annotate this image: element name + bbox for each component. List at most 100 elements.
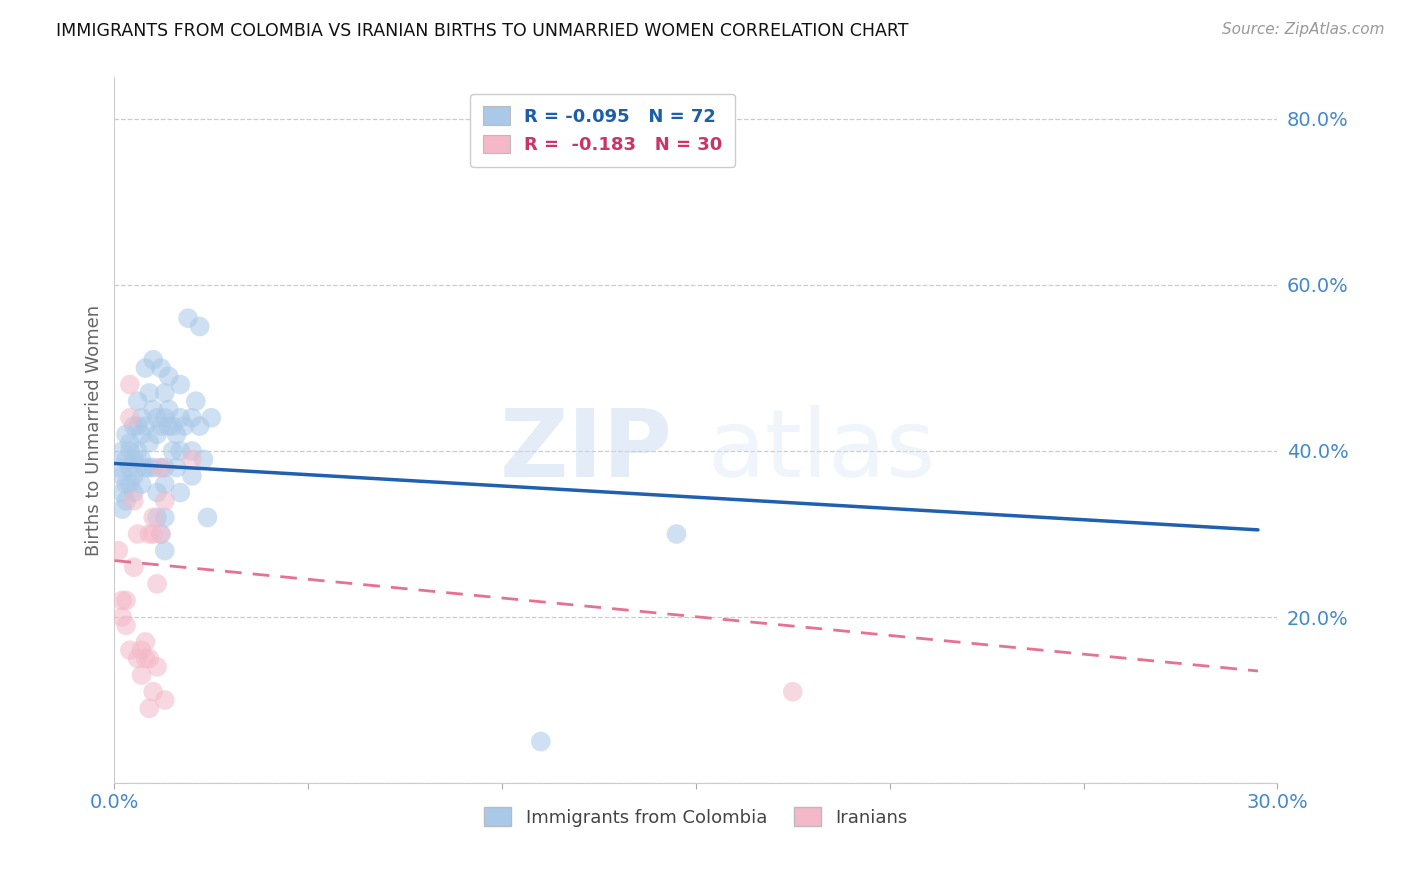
Point xyxy=(146,410,169,425)
Point xyxy=(153,477,176,491)
Point xyxy=(162,419,184,434)
Point xyxy=(153,493,176,508)
Point xyxy=(115,452,138,467)
Point xyxy=(142,402,165,417)
Point xyxy=(115,593,138,607)
Point xyxy=(149,527,172,541)
Point xyxy=(197,510,219,524)
Point xyxy=(131,643,153,657)
Point xyxy=(127,444,149,458)
Point xyxy=(177,311,200,326)
Text: atlas: atlas xyxy=(707,405,936,498)
Point xyxy=(111,610,134,624)
Point xyxy=(138,460,160,475)
Y-axis label: Births to Unmarried Women: Births to Unmarried Women xyxy=(86,305,103,556)
Point xyxy=(134,635,156,649)
Point xyxy=(118,410,141,425)
Point xyxy=(149,419,172,434)
Point xyxy=(153,460,176,475)
Point xyxy=(134,361,156,376)
Point xyxy=(181,452,204,467)
Point xyxy=(122,469,145,483)
Point xyxy=(157,402,180,417)
Point xyxy=(181,444,204,458)
Point xyxy=(127,527,149,541)
Point xyxy=(134,460,156,475)
Point xyxy=(153,410,176,425)
Point xyxy=(122,452,145,467)
Point xyxy=(138,701,160,715)
Point xyxy=(165,460,187,475)
Point xyxy=(142,684,165,698)
Point xyxy=(134,651,156,665)
Point xyxy=(122,493,145,508)
Point xyxy=(782,684,804,698)
Point xyxy=(127,419,149,434)
Point xyxy=(200,410,222,425)
Point xyxy=(131,427,153,442)
Point xyxy=(173,419,195,434)
Point xyxy=(149,361,172,376)
Point xyxy=(111,469,134,483)
Point xyxy=(169,410,191,425)
Point xyxy=(184,394,207,409)
Point xyxy=(665,527,688,541)
Point xyxy=(530,734,553,748)
Point xyxy=(122,485,145,500)
Point xyxy=(118,377,141,392)
Point xyxy=(193,452,215,467)
Point xyxy=(131,477,153,491)
Point xyxy=(134,419,156,434)
Point xyxy=(146,427,169,442)
Point xyxy=(149,460,172,475)
Point xyxy=(138,435,160,450)
Point xyxy=(115,427,138,442)
Point xyxy=(111,444,134,458)
Point xyxy=(111,593,134,607)
Point xyxy=(118,643,141,657)
Point xyxy=(107,460,129,475)
Point xyxy=(146,577,169,591)
Point xyxy=(127,651,149,665)
Point xyxy=(146,660,169,674)
Point xyxy=(122,560,145,574)
Point xyxy=(138,651,160,665)
Point xyxy=(162,444,184,458)
Point xyxy=(188,319,211,334)
Point xyxy=(131,452,153,467)
Text: Source: ZipAtlas.com: Source: ZipAtlas.com xyxy=(1222,22,1385,37)
Point xyxy=(138,385,160,400)
Point xyxy=(142,510,165,524)
Point xyxy=(138,527,160,541)
Point xyxy=(153,543,176,558)
Point xyxy=(153,510,176,524)
Point xyxy=(118,444,141,458)
Point xyxy=(181,410,204,425)
Point xyxy=(165,427,187,442)
Point xyxy=(131,668,153,682)
Point xyxy=(149,527,172,541)
Point xyxy=(118,477,141,491)
Point xyxy=(153,385,176,400)
Point xyxy=(122,419,145,434)
Point xyxy=(118,460,141,475)
Text: IMMIGRANTS FROM COLOMBIA VS IRANIAN BIRTHS TO UNMARRIED WOMEN CORRELATION CHART: IMMIGRANTS FROM COLOMBIA VS IRANIAN BIRT… xyxy=(56,22,908,40)
Point xyxy=(169,444,191,458)
Point xyxy=(115,477,138,491)
Text: ZIP: ZIP xyxy=(499,405,672,498)
Point xyxy=(115,493,138,508)
Point xyxy=(149,460,172,475)
Point xyxy=(111,485,134,500)
Point xyxy=(107,543,129,558)
Point xyxy=(115,618,138,632)
Point xyxy=(157,369,180,384)
Point xyxy=(131,410,153,425)
Point xyxy=(153,693,176,707)
Point xyxy=(146,485,169,500)
Point xyxy=(146,510,169,524)
Point xyxy=(169,377,191,392)
Point xyxy=(142,352,165,367)
Point xyxy=(111,502,134,516)
Point xyxy=(142,527,165,541)
Point xyxy=(127,394,149,409)
